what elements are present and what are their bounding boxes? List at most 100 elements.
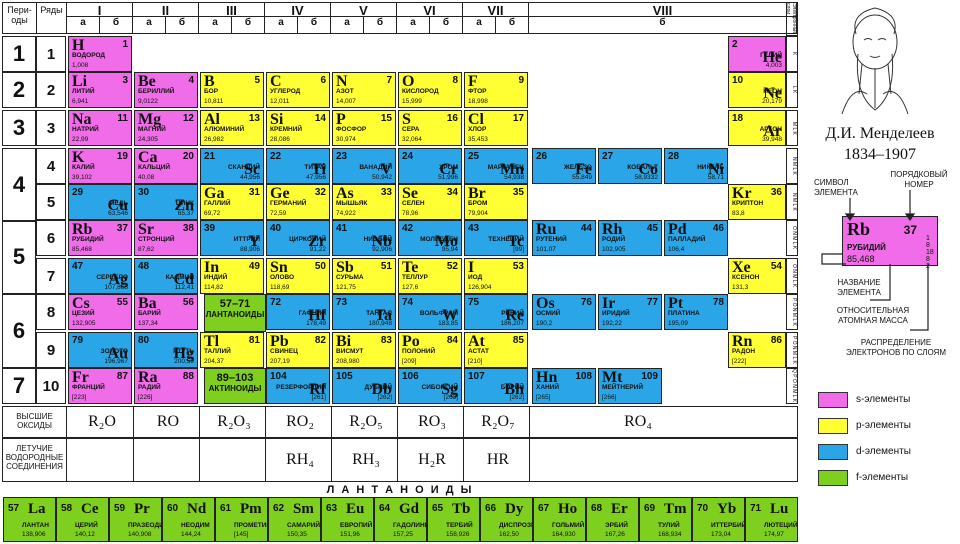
element-Cu[interactable]: Cu 29 медь 63,546	[68, 184, 132, 220]
element-Sc[interactable]: Sc 21 скандий 44,956	[200, 148, 264, 184]
element-Pd[interactable]: Pd 46 палладий 106,4	[664, 220, 728, 256]
element-Si[interactable]: Si 14 кремний 28,086	[266, 110, 330, 146]
element-C[interactable]: C 6 углерод 12,011	[266, 72, 330, 108]
lanthanoid-Er[interactable]: 68 Er эрбий 167,26	[586, 497, 639, 542]
element-Bh[interactable]: Bh 107 борий [262]	[464, 368, 528, 404]
element-Ra[interactable]: Ra 88 радий [226]	[134, 368, 198, 404]
element-Ge[interactable]: Ge 32 германий 72,59	[266, 184, 330, 220]
element-B[interactable]: B 5 бор 10,811	[200, 72, 264, 108]
element-mass: 173,04	[711, 531, 731, 538]
lanthanoid-Yb[interactable]: 70 Yb иттербий 173,04	[692, 497, 745, 542]
element-symbol: Sn	[270, 259, 288, 276]
element-N[interactable]: N 7 азот 14,007	[332, 72, 396, 108]
element-As[interactable]: As 33 мышьяк 74,922	[332, 184, 396, 220]
element-Na[interactable]: Na 11 натрий 22,99	[68, 110, 132, 146]
lanthanoid-Eu[interactable]: 63 Eu европий 151,96	[321, 497, 374, 542]
element-O[interactable]: O 8 кислород 15,999	[398, 72, 462, 108]
lanthanoid-Dy[interactable]: 66 Dy диспрозий 162,50	[480, 497, 533, 542]
element-Cd[interactable]: Cd 48 кадмий 112,41	[134, 258, 198, 294]
element-Kr[interactable]: Kr 36 криптон 83,8	[728, 184, 786, 220]
lanthanoid-Tb[interactable]: 65 Tb тербий 158,926	[427, 497, 480, 542]
element-Ar[interactable]: Ar 18 аргон 39,948	[728, 110, 786, 146]
element-Nb[interactable]: Nb 41 ниобий 92,906	[332, 220, 396, 256]
element-Pt[interactable]: Pt 78 платина 195,09	[664, 294, 728, 330]
element-Se[interactable]: Se 34 селен 78,96	[398, 184, 462, 220]
actinoids-placeholder[interactable]: 89–103 актиноиды	[204, 368, 266, 404]
element-Be[interactable]: Be 4 бериллий 9,0122	[134, 72, 198, 108]
element-Hg[interactable]: Hg 80 ртуть 200,59	[134, 332, 198, 368]
element-Rb[interactable]: Rb 37 рубидий 85,468	[68, 220, 132, 256]
element-Y[interactable]: Y 39 иттрий 88,906	[200, 220, 264, 256]
element-I[interactable]: I 53 иод 126,904	[464, 258, 528, 294]
element-Li[interactable]: Li 3 литий 6,941	[68, 72, 132, 108]
element-In[interactable]: In 49 индий 114,82	[200, 258, 264, 294]
element-Cr[interactable]: Cr 24 хром 51,996	[398, 148, 462, 184]
lanthanoid-Ho[interactable]: 67 Ho гольмий 164,930	[533, 497, 586, 542]
element-Cl[interactable]: Cl 17 хлор 35,453	[464, 110, 528, 146]
element-Mn[interactable]: Mn 25 марганец 54,938	[464, 148, 528, 184]
lanthanoid-Pr[interactable]: 59 Pr празеодим 140,908	[109, 497, 162, 542]
element-Fr[interactable]: Fr 87 франций [223]	[68, 368, 132, 404]
element-At[interactable]: At 85 астат [210]	[464, 332, 528, 368]
element-Zn[interactable]: Zn 30 цинк 65,37	[134, 184, 198, 220]
element-Ir[interactable]: Ir 77 иридий 192,22	[598, 294, 662, 330]
lanthanoid-Sm[interactable]: 62 Sm самарий 150,35	[268, 497, 321, 542]
element-Bi[interactable]: Bi 83 висмут 208,980	[332, 332, 396, 368]
element-Hn[interactable]: Hn 108 ханий [265]	[532, 368, 596, 404]
element-Sr[interactable]: Sr 38 стронций 87,62	[134, 220, 198, 256]
element-Ti[interactable]: Ti 22 титан 47,956	[266, 148, 330, 184]
element-Ag[interactable]: Ag 47 серебро 107,868	[68, 258, 132, 294]
element-Cs[interactable]: Cs 55 цезий 132,905	[68, 294, 132, 330]
element-Ni[interactable]: Ni 28 никель 58,71	[664, 148, 728, 184]
element-Xe[interactable]: Xe 54 ксенон 131,3	[728, 258, 786, 294]
element-V[interactable]: V 23 ванадий 50,942	[332, 148, 396, 184]
element-Os[interactable]: Os 76 осмий 190,2	[532, 294, 596, 330]
element-Tl[interactable]: Tl 81 таллий 204,37	[200, 332, 264, 368]
element-Pb[interactable]: Pb 82 свинец 207,19	[266, 332, 330, 368]
element-Br[interactable]: Br 35 бром 79,904	[464, 184, 528, 220]
element-Ca[interactable]: Ca 20 кальций 40,08	[134, 148, 198, 184]
element-K[interactable]: K 19 калий 39,102	[68, 148, 132, 184]
element-Te[interactable]: Te 52 теллур 127,6	[398, 258, 462, 294]
element-Ta[interactable]: Ta 73 тантал 180,948	[332, 294, 396, 330]
element-Mg[interactable]: Mg 12 магний 24,305	[134, 110, 198, 146]
lanthanoid-Gd[interactable]: 64 Gd гадолиний 157,25	[374, 497, 427, 542]
element-number: 18	[732, 113, 744, 124]
element-Rf[interactable]: Rf 104 резерфордий [261]	[266, 368, 330, 404]
element-Sb[interactable]: Sb 51 сурьма 121,75	[332, 258, 396, 294]
element-Zr[interactable]: Zr 40 цирконий 91,22	[266, 220, 330, 256]
element-Ne[interactable]: Ne 10 неон 20,179	[728, 72, 786, 108]
element-S[interactable]: S 16 сера 32,064	[398, 110, 462, 146]
element-He[interactable]: He 2 гелий 4,003	[728, 36, 786, 72]
element-Hf[interactable]: Hf 72 гафний 178,49	[266, 294, 330, 330]
element-Ga[interactable]: Ga 31 галлий 69,72	[200, 184, 264, 220]
element-Sg[interactable]: Sg 106 сиборгий [263]	[398, 368, 462, 404]
element-Ru[interactable]: Ru 44 рутений 101,07	[532, 220, 596, 256]
element-Co[interactable]: Co 27 кобальт 58,9332	[598, 148, 662, 184]
element-Re[interactable]: Re 75 рений 186,207	[464, 294, 528, 330]
lanthanoid-Ce[interactable]: 58 Ce церий 140,12	[56, 497, 109, 542]
lanthanoid-Pm[interactable]: 61 Pm прометий [145]	[215, 497, 268, 542]
element-W[interactable]: W 74 вольфрам 183,85	[398, 294, 462, 330]
element-Mt[interactable]: Mt 109 мейтнерий [266]	[598, 368, 662, 404]
element-Tc[interactable]: Tc 43 технеций [99]	[464, 220, 528, 256]
element-Al[interactable]: Al 13 алюминий 26,982	[200, 110, 264, 146]
element-Fe[interactable]: Fe 26 железо 55,849	[532, 148, 596, 184]
element-P[interactable]: P 15 фосфор 30,974	[332, 110, 396, 146]
lanthanoid-Tm[interactable]: 69 Tm тулий 168,934	[639, 497, 692, 542]
element-H[interactable]: H 1 водород 1,008	[68, 36, 132, 72]
element-Po[interactable]: Po 84 полоний [209]	[398, 332, 462, 368]
lanthanoid-La[interactable]: 57 La лантан 138,906	[3, 497, 56, 542]
element-Db[interactable]: Db 105 дубний [262]	[332, 368, 396, 404]
element-Rh[interactable]: Rh 45 родий 102,905	[598, 220, 662, 256]
element-Sn[interactable]: Sn 50 олово 118,69	[266, 258, 330, 294]
lanthanoids-placeholder[interactable]: 57–71 лантаноиды	[204, 294, 266, 332]
element-Rn[interactable]: Rn 86 радон [222]	[728, 332, 786, 368]
element-Mo[interactable]: Mo 42 молибден 95,94	[398, 220, 462, 256]
lanthanoid-Nd[interactable]: 60 Nd неодим 144,24	[162, 497, 215, 542]
lanthanoid-Lu[interactable]: 71 Lu лютеций 174,97	[745, 497, 798, 542]
element-number: 38	[182, 223, 194, 234]
element-F[interactable]: F 9 фтор 18,998	[464, 72, 528, 108]
element-Ba[interactable]: Ba 56 барий 137,34	[134, 294, 198, 330]
element-Au[interactable]: Au 79 золото 196,967	[68, 332, 132, 368]
